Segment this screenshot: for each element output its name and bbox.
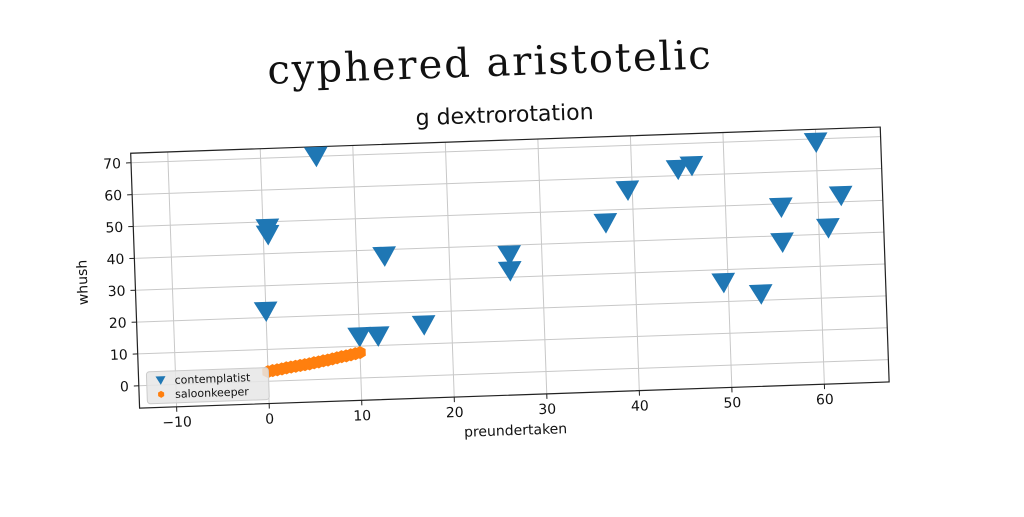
x-tick-label: 30: [538, 402, 556, 419]
y-tick-label: 0: [120, 379, 129, 395]
x-tick-label: 0: [265, 411, 274, 427]
y-gridline: [138, 328, 888, 354]
data-point-contemplatist: [770, 198, 793, 217]
data-point-saloonkeeper: [355, 346, 366, 358]
y-axis-label: whush: [74, 260, 92, 306]
x-tick-label: 50: [723, 395, 741, 412]
data-point-contemplatist: [817, 219, 840, 238]
y-tick-label: 40: [106, 252, 124, 269]
data-point-contemplatist: [594, 214, 617, 233]
data-point-contemplatist: [750, 285, 773, 304]
data-point-contemplatist: [413, 316, 436, 335]
data-points: [249, 129, 857, 378]
data-point-contemplatist: [616, 181, 639, 200]
x-gridline: [815, 129, 824, 384]
x-tick-label: −10: [162, 414, 192, 431]
chart-title: g dextrorotation: [415, 100, 594, 131]
data-point-contemplatist: [805, 133, 828, 152]
x-gridline: [723, 133, 732, 388]
legend-label-saloonkeeper: saloonkeeper: [175, 385, 250, 401]
legend-label-contemplatist: contemplatist: [174, 371, 251, 387]
x-axis-label: preundertaken: [464, 421, 568, 441]
x-tick-label: 10: [353, 408, 371, 425]
x-gridline: [630, 136, 639, 391]
x-gridline: [168, 152, 177, 407]
data-point-contemplatist: [255, 302, 278, 321]
x-gridline: [353, 145, 362, 400]
y-tick-label: 50: [105, 220, 123, 237]
x-tick-label: 40: [631, 398, 649, 415]
legend: contemplatist saloonkeeper: [146, 368, 269, 404]
y-tick-label: 20: [109, 315, 127, 332]
x-gridline: [538, 139, 547, 394]
data-point-contemplatist: [771, 233, 794, 252]
y-tick-label: 60: [104, 188, 122, 205]
data-point-contemplatist: [348, 327, 371, 346]
y-tick-label: 30: [107, 284, 125, 301]
data-point-contemplatist: [830, 186, 853, 205]
y-gridline: [132, 168, 882, 194]
x-tick-label: 20: [446, 405, 464, 422]
x-gridline: [445, 142, 454, 397]
y-tick-label: 10: [110, 347, 128, 364]
data-point-contemplatist: [367, 327, 390, 346]
y-tick-label: 70: [103, 156, 121, 173]
y-gridline: [137, 296, 887, 322]
data-point-contemplatist: [499, 262, 522, 281]
y-gridline: [133, 200, 883, 226]
data-point-contemplatist: [712, 273, 735, 292]
x-tick-label: 60: [816, 392, 834, 409]
data-point-contemplatist: [373, 247, 396, 266]
